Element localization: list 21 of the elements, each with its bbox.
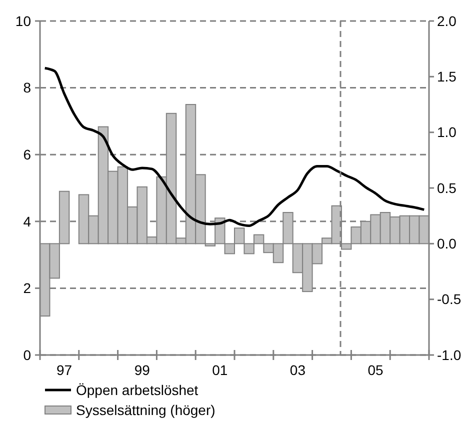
x-tick-label: 05 <box>368 362 384 378</box>
x-tick-label: 97 <box>56 362 72 378</box>
x-tick-label: 03 <box>290 362 306 378</box>
y-tick-label: 8 <box>23 80 32 96</box>
y2-tick-label: 1.0 <box>437 124 457 140</box>
y-tick-label: 0 <box>23 346 32 363</box>
y2-tick-label: 0.5 <box>437 180 457 196</box>
y-tick-label: 4 <box>23 213 32 230</box>
legend-label: Öppen arbetslöshet <box>76 382 198 398</box>
y2-tick-label: 2.0 <box>437 12 457 29</box>
y2-tick-label: -0.5 <box>437 291 462 308</box>
y2-tick-label: 0.0 <box>437 236 457 252</box>
y-tick-label: 6 <box>23 146 32 162</box>
x-tick-label: 99 <box>134 362 150 378</box>
y-tick-label: 10 <box>15 12 32 29</box>
line-series <box>44 66 426 227</box>
legend-label: Sysselsättning (höger) <box>76 402 216 418</box>
y2-tick-label: 1.5 <box>437 68 457 85</box>
x-tick-label: 01 <box>212 362 228 378</box>
y2-tick-label: -1.0 <box>437 346 462 363</box>
y-tick-label: 2 <box>23 280 32 296</box>
